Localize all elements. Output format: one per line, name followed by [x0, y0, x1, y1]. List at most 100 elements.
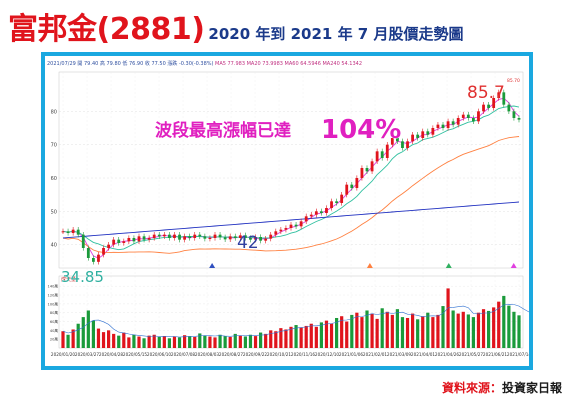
candle-body	[492, 98, 496, 108]
event-marker	[510, 263, 517, 268]
volume-bar	[167, 338, 171, 348]
volume-bar	[309, 323, 313, 348]
x-tick-label: 2020/01/20	[51, 352, 75, 357]
volume-bar	[335, 317, 339, 348]
candle-body	[284, 228, 288, 230]
candle-body	[416, 134, 420, 138]
volume-bar	[507, 305, 511, 348]
candle-body	[345, 184, 349, 195]
x-tick-label: 2020/11/16	[291, 352, 315, 357]
volume-bar	[481, 309, 486, 348]
volume-bar	[183, 335, 187, 348]
price-tick-label: 80	[51, 109, 57, 115]
candle-body	[355, 178, 359, 188]
candle-body	[117, 239, 121, 243]
volume-bar	[512, 311, 516, 348]
candle-body	[259, 237, 262, 241]
candle-body	[208, 238, 212, 239]
volume-bar	[355, 312, 359, 348]
x-tick-label: 2020/04/28	[99, 352, 123, 357]
volume-bar	[96, 328, 101, 348]
volume-bar	[360, 317, 364, 348]
volume-bar	[431, 317, 435, 348]
chart-title: 富邦金(2881)	[8, 12, 205, 47]
candle-body	[218, 234, 222, 238]
volume-bar	[375, 318, 379, 348]
volume-bar	[385, 311, 389, 348]
volume-bar	[112, 333, 116, 348]
candle-body	[385, 144, 389, 158]
volume-bar	[411, 313, 415, 348]
candle-body	[254, 237, 257, 240]
candle-body	[482, 104, 485, 112]
volume-bar	[319, 322, 323, 348]
volume-bar	[380, 308, 384, 348]
chart-subtitle: 2020 年到 2021 年 7 月股價走勢圖	[208, 25, 464, 43]
candle-body	[264, 238, 268, 241]
candle-body	[456, 118, 460, 125]
volume-bar	[228, 336, 232, 348]
volume-bar	[284, 329, 288, 348]
candle-body	[466, 114, 470, 118]
source-value: 投資家日報	[501, 381, 562, 395]
volume-bar	[162, 336, 166, 348]
candle-body	[107, 244, 110, 248]
candle-body	[92, 258, 95, 262]
volume-bar	[365, 310, 369, 348]
ma-legend-text: MA5 77.983 MA20 73.9983 MA60 64.5946 MA2…	[215, 61, 362, 67]
candle-body	[390, 138, 394, 145]
price-tick-label: 70	[51, 143, 57, 149]
candle-body	[507, 104, 511, 112]
candle-body	[188, 236, 192, 238]
candle-body	[320, 211, 323, 213]
candle-body	[97, 254, 100, 262]
volume-bar	[279, 328, 283, 348]
candle-body	[127, 238, 131, 242]
x-tick-label: 2020/10/21	[267, 352, 291, 357]
volume-bar	[91, 320, 95, 348]
candle-body	[426, 131, 430, 135]
volume-bar	[471, 317, 475, 348]
annotation-range-text: 波段最高漲幅已達	[155, 120, 291, 141]
x-tick-label: 2021/02/01	[363, 352, 387, 357]
x-tick-label: 2021/04/26	[435, 352, 459, 357]
candle-body	[360, 168, 364, 178]
candle-body	[152, 234, 156, 238]
volume-bar	[441, 306, 445, 348]
volume-bar	[299, 327, 303, 348]
chart-frame: 2021/07/29 開 79.40 高 79.80 低 76.90 收 77.…	[41, 52, 533, 370]
volume-bar	[101, 332, 106, 348]
candle-body	[173, 234, 176, 238]
volume-tick-label: 100萬	[48, 301, 59, 306]
volume-bar	[172, 336, 177, 348]
volume-bar	[259, 332, 263, 348]
volume-tick-label: 80萬	[50, 310, 59, 315]
volume-bar	[487, 310, 491, 348]
volume-bar	[248, 334, 253, 348]
candle-body	[380, 151, 384, 158]
candle-body	[142, 236, 146, 240]
volume-bar	[274, 331, 278, 348]
x-tick-label: 2021/05/27	[459, 352, 483, 357]
candle-body	[406, 141, 409, 148]
candle-body	[436, 124, 440, 128]
candle-body	[335, 201, 338, 203]
volume-bar	[76, 323, 80, 348]
candle-body	[213, 234, 217, 238]
volume-bar	[122, 332, 126, 348]
candle-body	[122, 241, 126, 243]
chart-svg: 2021/07/29 開 79.40 高 79.80 低 76.90 收 77.…	[45, 56, 529, 357]
volume-bar	[253, 336, 258, 348]
volume-bar	[390, 314, 394, 348]
volume-bar	[476, 312, 481, 348]
candle-body	[517, 118, 521, 120]
volume-bar	[436, 314, 440, 348]
volume-bar	[147, 335, 151, 348]
volume-bar	[466, 314, 470, 348]
candle-body	[461, 114, 465, 118]
candle-body	[309, 214, 313, 217]
volume-bar	[66, 334, 70, 348]
volume-bar	[233, 333, 237, 348]
volume-bar	[324, 320, 329, 348]
volume-bar	[456, 313, 460, 348]
